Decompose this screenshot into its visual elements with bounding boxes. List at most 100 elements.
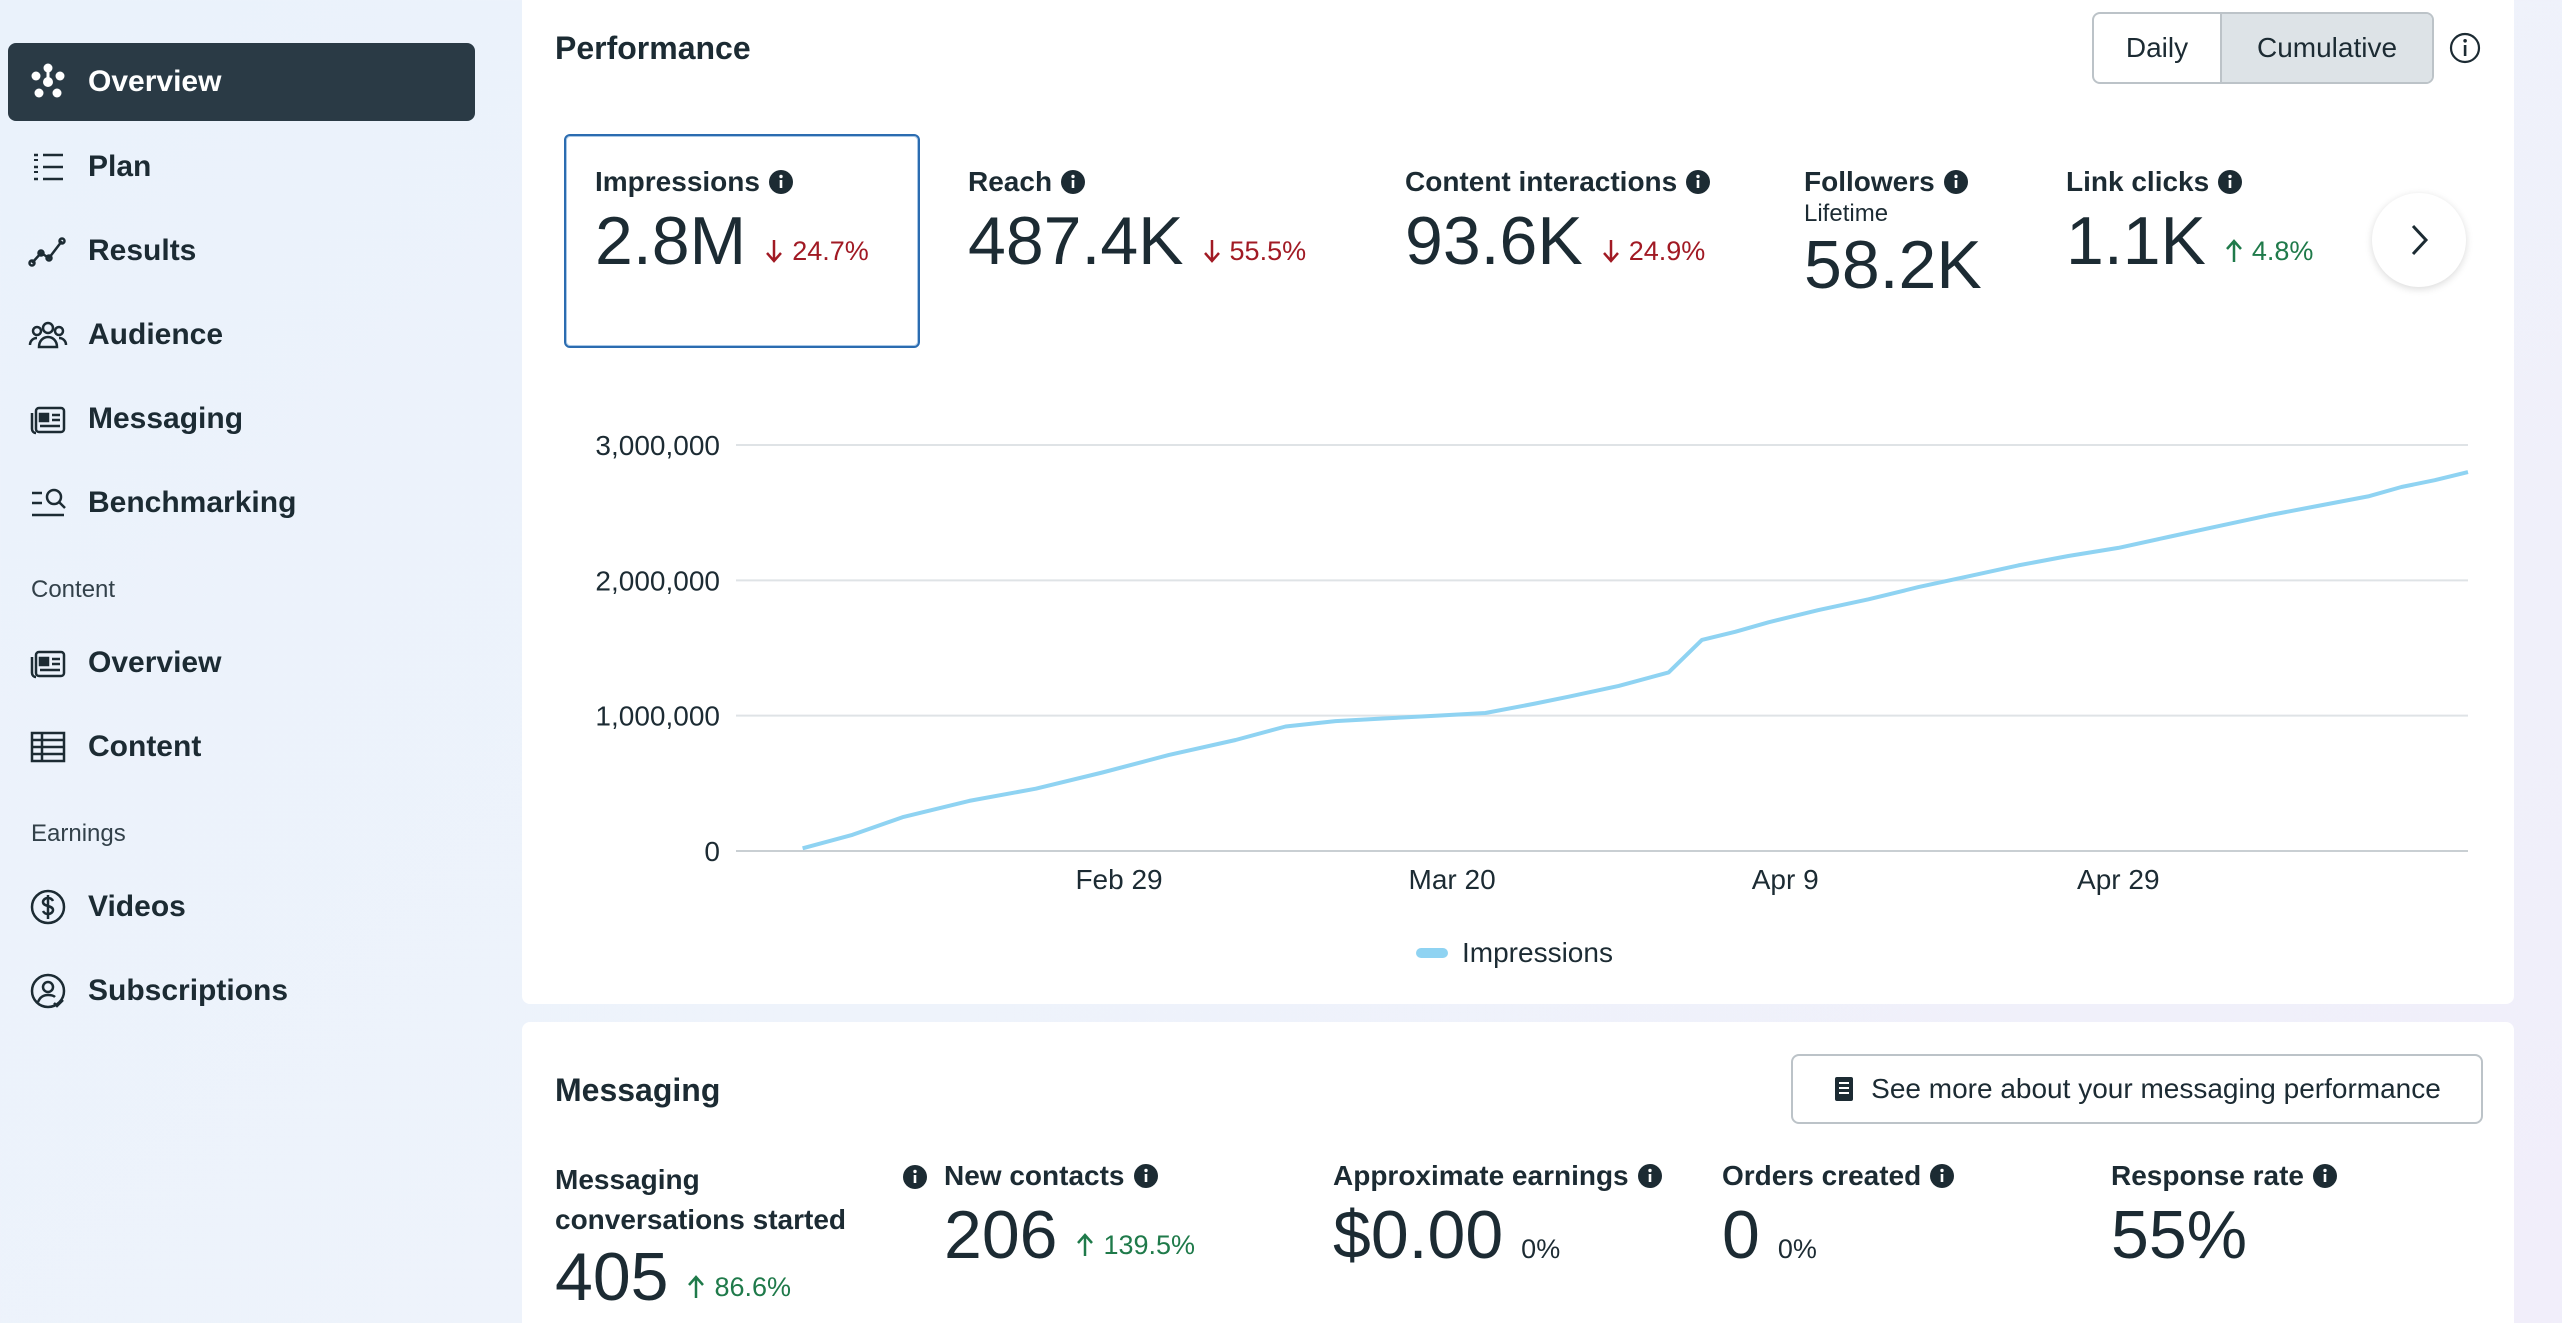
metric-value: 55% xyxy=(2111,1197,2248,1273)
metric-reach[interactable]: Reach 487.4K 55.5% xyxy=(968,166,1306,280)
metric-value: 58.2K xyxy=(1804,227,1982,303)
metric-label: Impressions xyxy=(595,166,760,197)
table-grid-icon xyxy=(26,725,70,769)
sidebar: Overview Plan Results Audience Messaging… xyxy=(0,0,490,1323)
impressions-line-chart: 3,000,000 2,000,000 1,000,000 0 Feb 29 Mar 20… xyxy=(595,430,2469,895)
chevron-right-icon xyxy=(2411,224,2429,256)
metric-label-line2: conversations started xyxy=(555,1204,846,1235)
arrow-up-icon xyxy=(2225,239,2242,262)
info-icon[interactable] xyxy=(2217,169,2243,195)
messaging-icon xyxy=(26,397,70,441)
sidebar-item-results[interactable]: Results xyxy=(8,212,475,290)
sidebar-item-label: Messaging xyxy=(88,402,244,435)
metric-messaging-conversations[interactable]: Messaging conversations started 405 86.6… xyxy=(555,1160,846,1316)
arrow-down-icon xyxy=(1602,240,1619,263)
sidebar-item-benchmarking[interactable]: Benchmarking xyxy=(8,464,475,542)
metric-delta-value: 139.5% xyxy=(1103,1229,1196,1260)
sidebar-item-plan[interactable]: Plan xyxy=(8,128,475,206)
dollar-circle-icon xyxy=(26,885,70,929)
daily-toggle-button[interactable]: Daily xyxy=(2094,14,2222,82)
info-outline-icon[interactable] xyxy=(2448,31,2482,65)
next-metrics-button[interactable] xyxy=(2372,193,2466,287)
metric-delta: 139.5% xyxy=(1075,1230,1195,1261)
legend-label: Impressions xyxy=(1462,937,1613,968)
info-icon[interactable] xyxy=(1929,1163,1955,1189)
metric-value: 93.6K xyxy=(1405,203,1583,279)
metric-value: 405 xyxy=(555,1239,669,1315)
metric-impressions[interactable]: Impressions 2.8M 24.7% xyxy=(595,166,869,280)
sidebar-item-audience[interactable]: Audience xyxy=(8,296,475,374)
metric-delta-value: 0% xyxy=(1777,1234,1817,1264)
arrow-up-icon xyxy=(688,1275,705,1298)
metric-delta: 4.8% xyxy=(2224,235,2314,267)
benchmarking-icon xyxy=(26,481,70,525)
messaging-title: Messaging xyxy=(555,1072,721,1108)
metric-label: New contacts xyxy=(944,1160,1125,1191)
x-tick-label: Feb 29 xyxy=(1075,864,1162,895)
metric-delta-value: 4.8% xyxy=(2251,235,2314,266)
metric-new-contacts[interactable]: New contacts 206 139.5% xyxy=(944,1160,1195,1274)
metric-delta-value: 86.6% xyxy=(714,1271,792,1302)
metric-orders-created[interactable]: Orders created 0 0% xyxy=(1722,1160,1955,1274)
metric-response-rate[interactable]: Response rate 55% xyxy=(2111,1160,2338,1274)
x-tick-label: Mar 20 xyxy=(1409,864,1496,895)
cumulative-toggle-button[interactable]: Cumulative xyxy=(2222,14,2432,82)
document-icon xyxy=(1835,1077,1854,1101)
metric-delta-value: 0% xyxy=(1521,1234,1561,1264)
sidebar-item-label: Overview xyxy=(88,65,222,98)
results-trend-icon xyxy=(26,229,70,273)
sidebar-item-content-overview[interactable]: Overview xyxy=(8,624,475,702)
sidebar-item-videos[interactable]: Videos xyxy=(8,868,475,946)
sidebar-item-label: Videos xyxy=(88,890,186,923)
metric-label: Followers xyxy=(1804,166,1935,197)
metric-delta: 24.7% xyxy=(764,236,869,267)
messaging-button-label: See more about your messaging performanc… xyxy=(1871,1073,2441,1104)
metric-label: Content interactions xyxy=(1405,166,1678,197)
metric-delta: 86.6% xyxy=(686,1272,791,1303)
metric-sublabel: Lifetime xyxy=(1804,200,1889,227)
metric-value: 206 xyxy=(944,1197,1058,1273)
overview-icon xyxy=(26,60,70,104)
sidebar-item-label: Benchmarking xyxy=(88,486,297,519)
metric-content-interactions[interactable]: Content interactions 93.6K 24.9% xyxy=(1405,166,1711,280)
sidebar-item-content[interactable]: Content xyxy=(8,708,475,786)
metric-label: Orders created xyxy=(1722,1160,1922,1191)
legend-swatch xyxy=(1416,948,1448,958)
info-icon[interactable] xyxy=(1060,169,1086,195)
y-tick-label: 1,000,000 xyxy=(595,701,720,732)
sidebar-item-overview[interactable]: Overview xyxy=(8,43,475,121)
chart-legend: Impressions xyxy=(1416,937,1613,969)
info-icon[interactable] xyxy=(902,1164,928,1190)
sidebar-item-subscriptions[interactable]: Subscriptions xyxy=(8,952,475,1030)
info-icon[interactable] xyxy=(1133,1163,1159,1189)
info-icon[interactable] xyxy=(2312,1163,2338,1189)
metric-followers[interactable]: Followers Lifetime 58.2K xyxy=(1804,166,1982,304)
info-icon[interactable] xyxy=(768,169,794,195)
sidebar-item-messaging[interactable]: Messaging xyxy=(8,380,475,458)
metric-link-clicks[interactable]: Link clicks 1.1K 4.8% xyxy=(2066,166,2313,280)
info-icon[interactable] xyxy=(1637,1163,1663,1189)
arrow-down-icon xyxy=(766,240,783,263)
sidebar-item-label: Plan xyxy=(88,150,152,183)
sidebar-item-label: Overview xyxy=(88,646,222,679)
x-tick-label: Apr 29 xyxy=(2077,864,2160,895)
y-tick-label: 2,000,000 xyxy=(595,565,720,596)
section-label-earnings: Earnings xyxy=(31,820,126,847)
metric-value: 1.1K xyxy=(2066,203,2206,279)
section-label-content: Content xyxy=(31,576,116,603)
metric-value: 487.4K xyxy=(968,203,1184,279)
metric-value: 2.8M xyxy=(595,203,747,279)
messaging-performance-button[interactable]: See more about your messaging performanc… xyxy=(1791,1054,2483,1124)
arrow-down-icon xyxy=(1203,240,1220,263)
metric-delta-value: 24.9% xyxy=(1628,235,1706,266)
metric-approximate-earnings[interactable]: Approximate earnings $0.00 0% xyxy=(1333,1160,1663,1274)
audience-people-icon xyxy=(26,313,70,357)
info-icon[interactable] xyxy=(1685,169,1711,195)
metric-delta-value: 55.5% xyxy=(1229,235,1307,266)
performance-title: Performance xyxy=(555,30,751,66)
metric-label: Reach xyxy=(968,166,1053,197)
view-toggle: Daily Cumulative xyxy=(2092,12,2434,84)
info-icon[interactable] xyxy=(1943,169,1969,195)
series-line-impressions xyxy=(802,470,2469,851)
y-tick-label: 0 xyxy=(704,836,720,867)
